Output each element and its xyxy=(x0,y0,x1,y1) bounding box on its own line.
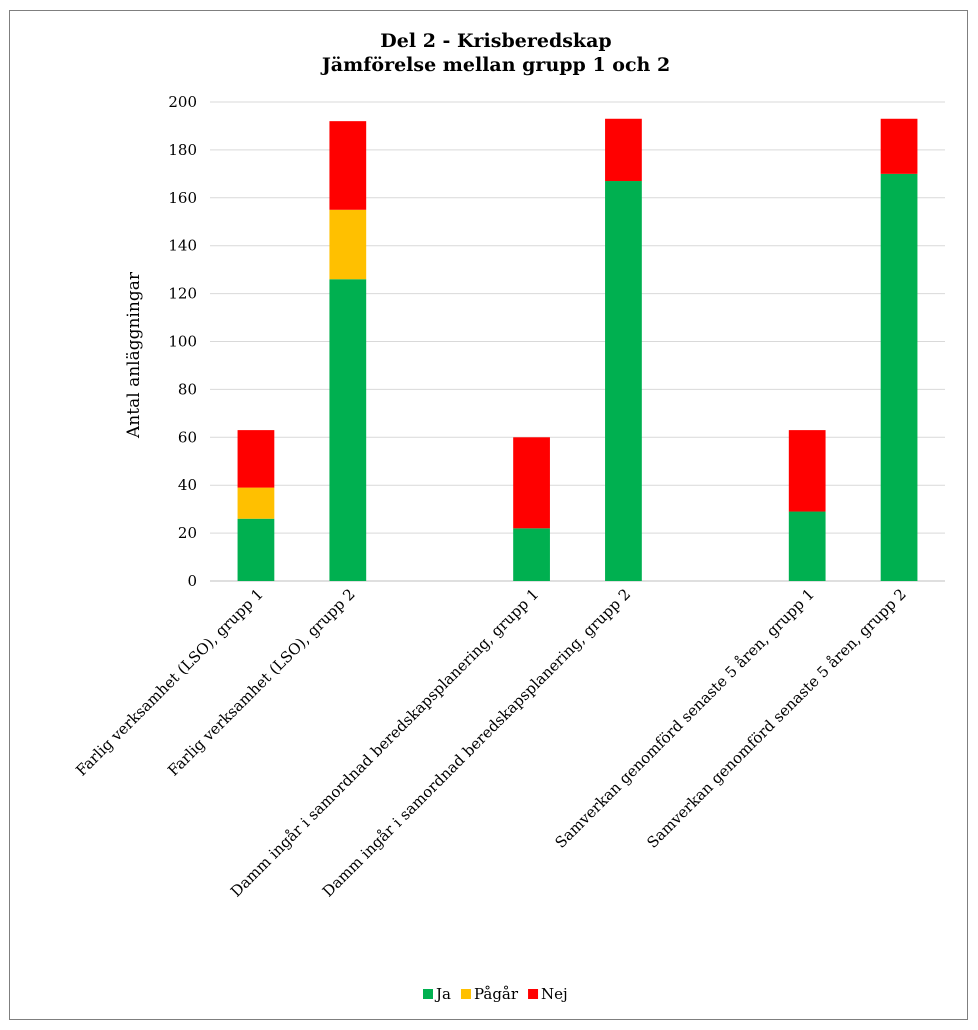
bar-segment-ja xyxy=(329,279,367,581)
chart-subtitle: Jämförelse mellan grupp 1 och 2 xyxy=(320,54,670,76)
bar-segment-ja xyxy=(513,528,550,581)
bar-segment-nej xyxy=(237,430,275,488)
bar-segment-ja xyxy=(237,518,275,581)
y-tick-label: 20 xyxy=(178,524,197,542)
stacked-bar-chart: Del 2 - Krisberedskap Jämförelse mellan … xyxy=(72,30,945,1003)
y-tick-label: 200 xyxy=(168,93,197,111)
y-tick-label: 160 xyxy=(168,189,197,207)
y-tick-label: 40 xyxy=(178,476,197,494)
y-tick-label: 0 xyxy=(187,572,197,590)
x-category-label: Damm ingår i samordnad beredskapsplaneri… xyxy=(319,585,634,900)
bars xyxy=(237,118,918,581)
bar-segment-ja xyxy=(788,511,826,581)
y-axis-title: Antal anläggningar xyxy=(124,271,144,439)
bar-segment-p-g-r xyxy=(237,487,275,519)
legend-label: Pågår xyxy=(474,985,519,1003)
bar-segment-nej xyxy=(788,430,826,512)
legend-swatch xyxy=(528,989,539,999)
x-category-label: Farlig verksamhet (LSO), grupp 2 xyxy=(164,585,358,779)
y-tick-label: 80 xyxy=(178,380,197,398)
y-tick-label: 180 xyxy=(168,141,197,159)
legend-swatch xyxy=(460,989,471,999)
x-category-label: Damm ingår i samordnad beredskapsplaneri… xyxy=(227,585,542,900)
y-tick-label: 140 xyxy=(168,237,197,255)
y-axis-ticks: 0 20 40 60 80 100 120 140 160 180 200 xyxy=(168,93,197,590)
gridlines xyxy=(210,101,945,582)
legend: Ja Pågår Nej xyxy=(423,985,568,1003)
legend-label: Nej xyxy=(541,985,568,1003)
bar-segment-nej xyxy=(880,118,918,174)
bar-segment-nej xyxy=(513,437,550,529)
legend-label: Ja xyxy=(434,985,451,1003)
chart-title: Del 2 - Krisberedskap xyxy=(380,30,611,52)
bar-segment-nej xyxy=(605,118,642,182)
y-tick-label: 60 xyxy=(178,428,197,446)
x-category-label: Farlig verksamhet (LSO), grupp 1 xyxy=(72,585,266,779)
chart-frame: Del 2 - Krisberedskap Jämförelse mellan … xyxy=(9,10,968,1020)
bar-segment-ja xyxy=(880,173,918,581)
bar-segment-nej xyxy=(329,121,367,210)
y-tick-label: 100 xyxy=(168,333,197,351)
bar-segment-p-g-r xyxy=(329,209,367,280)
legend-swatch xyxy=(423,989,433,999)
y-tick-label: 120 xyxy=(168,285,197,303)
bar-segment-ja xyxy=(605,181,642,581)
